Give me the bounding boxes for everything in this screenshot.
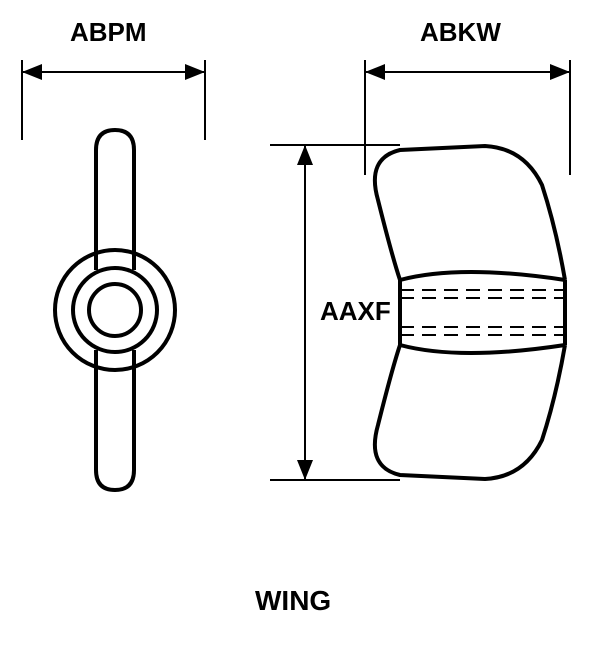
side-view [270,60,570,480]
title-label: WING [255,585,331,617]
side-profile [371,146,565,479]
top-view [22,60,205,490]
aaxf-label: AAXF [320,296,391,327]
abkw-label: ABKW [420,17,501,48]
inner-circle [89,284,141,336]
diagram-container: ABPM ABKW AAXF WING [0,0,603,666]
wing-nut-diagram [0,0,603,666]
abpm-dimension [22,60,205,140]
abpm-label: ABPM [70,17,147,48]
